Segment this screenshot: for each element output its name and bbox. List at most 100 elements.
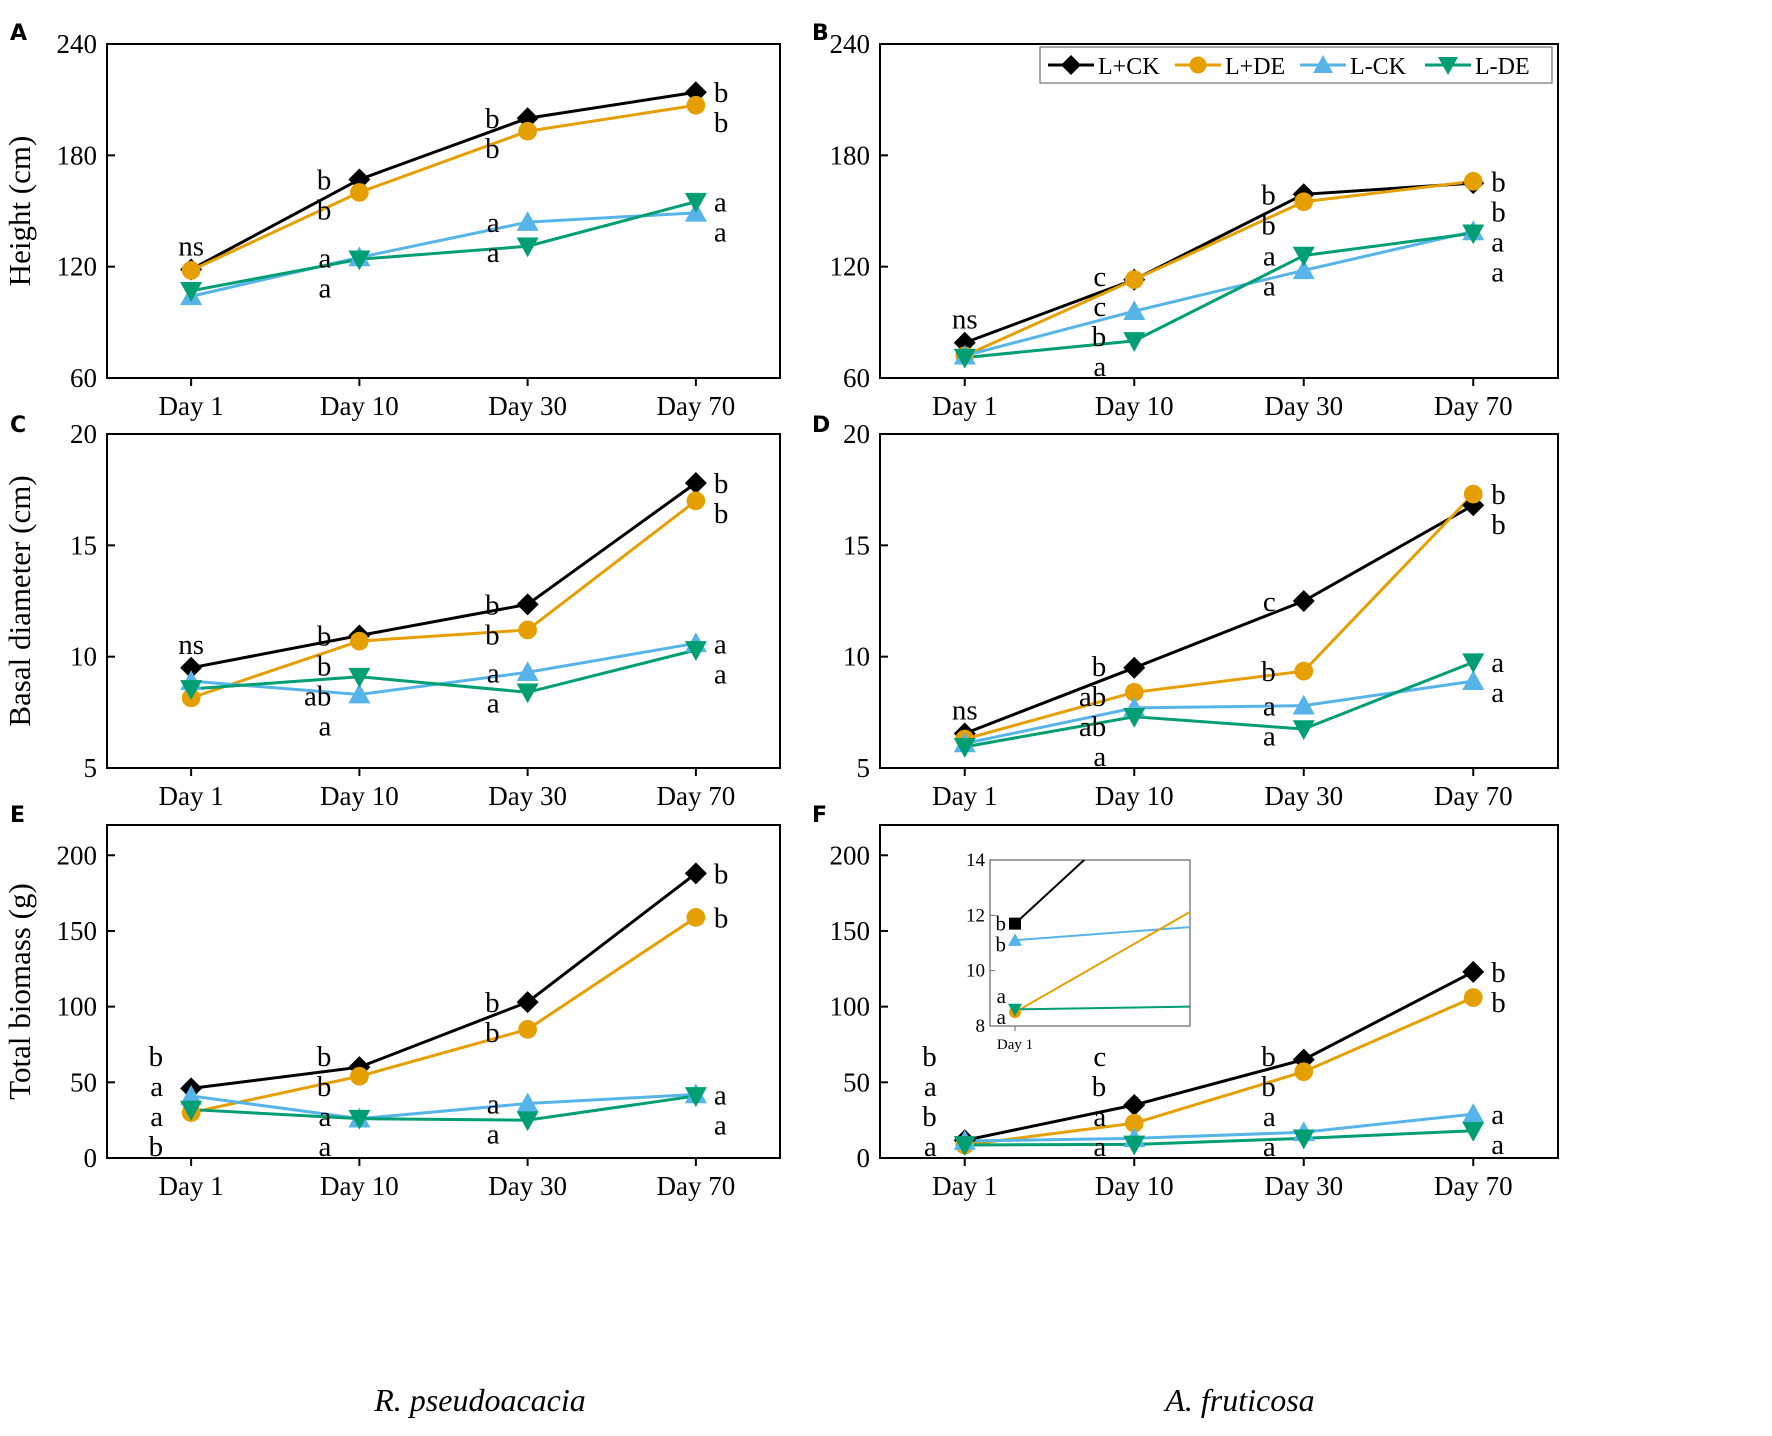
significance-label: ns — [178, 629, 204, 661]
significance-label: ns — [178, 230, 204, 262]
significance-label: b — [922, 1041, 937, 1073]
data-point-L-CK — [348, 683, 371, 704]
significance-label: b — [485, 987, 500, 1019]
significance-label: b — [1491, 987, 1506, 1019]
inset-significance-label: a — [997, 1005, 1007, 1029]
panel-E: E 0 50 100 150 200 Day 1 Day 10 Day 30 Day 70 Tota… — [2, 803, 781, 1201]
plot-frame — [106, 43, 781, 379]
significance-label: b — [714, 902, 729, 934]
significance-label: b — [317, 164, 332, 196]
significance-label: a — [319, 1101, 332, 1133]
x-tick-label: Day 30 — [1264, 1171, 1343, 1201]
significance-label: a — [1263, 721, 1276, 753]
series-line-L-DE — [190, 200, 697, 293]
data-point-L-CK — [1123, 300, 1146, 320]
significance-label: b — [1092, 321, 1107, 353]
data-point-L+DE — [350, 1066, 369, 1086]
significance-label: a — [714, 628, 727, 660]
significance-label: c — [1093, 291, 1106, 323]
x-tick-label: Day 70 — [1434, 781, 1513, 811]
series-line-L-DE — [191, 648, 697, 694]
data-point-L-DE — [1123, 332, 1146, 352]
significance-label: a — [1263, 1101, 1276, 1133]
series-line-L+DE — [964, 996, 1474, 1147]
significance-label: a — [150, 1071, 163, 1103]
data-point-L+DE — [1463, 484, 1483, 504]
significance-label: a — [1263, 271, 1276, 303]
significance-label: a — [714, 658, 727, 690]
significance-label: a — [714, 1109, 727, 1141]
series-line-L+CK — [964, 970, 1474, 1142]
data-point-L-CK — [516, 1092, 539, 1113]
column-label-left: R. pseudoacacia — [374, 1382, 586, 1418]
x-tick-label: Day 10 — [320, 781, 399, 811]
significance-label: a — [1491, 647, 1504, 679]
y-tick-label: 120 — [57, 252, 98, 282]
data-point-L-DE — [348, 250, 371, 271]
y-tick-label: 180 — [57, 140, 98, 170]
data-point-L+DE — [1294, 1062, 1314, 1082]
y-tick-label: 10 — [70, 642, 97, 672]
y-tick-label: 15 — [70, 530, 97, 560]
series-line-L-DE — [964, 231, 1474, 360]
data-point-L-DE — [516, 237, 539, 258]
data-point-L-DE — [1462, 1121, 1485, 1142]
y-tick-label: 15 — [843, 530, 870, 560]
y-tick-label: 5 — [84, 753, 98, 783]
y-tick-label: 240 — [830, 29, 871, 59]
plot-frame — [106, 433, 781, 769]
significance-label: a — [487, 1119, 500, 1151]
legend-label: L+DE — [1225, 54, 1285, 80]
inset-line-L+CK — [1014, 860, 1086, 925]
y-axis-label: Height (cm) — [2, 136, 37, 287]
x-tick-label: Day 70 — [657, 1171, 736, 1201]
significance-label: a — [924, 1071, 937, 1103]
panel-letter: A — [10, 21, 27, 46]
y-tick-label: 150 — [830, 916, 871, 946]
y-tick-label: 100 — [57, 992, 98, 1022]
significance-label: b — [317, 1041, 332, 1073]
significance-label: b — [1261, 209, 1276, 241]
significance-label: b — [485, 1017, 500, 1049]
inset-point-L-DE — [1008, 1003, 1022, 1017]
significance-label: a — [714, 217, 727, 249]
significance-label: a — [1491, 256, 1504, 288]
y-tick-label: 0 — [84, 1143, 98, 1173]
data-point-L+CK — [180, 656, 203, 679]
data-point-L-DE — [1292, 246, 1315, 267]
significance-label: c — [1093, 261, 1106, 293]
significance-label: a — [1263, 1131, 1276, 1163]
data-point-L-DE — [180, 680, 203, 700]
data-point-L-DE — [1292, 720, 1315, 741]
data-point-L-DE — [684, 1087, 707, 1107]
data-point-L+CK — [1123, 656, 1146, 679]
y-axis-label: Basal diameter (cm) — [2, 475, 37, 726]
data-point-L+CK — [516, 991, 539, 1014]
data-point-L-DE — [953, 1136, 976, 1156]
data-point-L+CK — [1123, 1094, 1146, 1117]
significance-label: b — [317, 1071, 332, 1103]
x-tick-label: Day 30 — [1264, 781, 1343, 811]
x-tick-label: Day 10 — [1095, 391, 1174, 421]
plot-frame — [106, 824, 781, 1159]
data-point-L+DE — [1124, 270, 1144, 290]
y-tick-label: 20 — [843, 419, 870, 449]
series-line-L+DE — [964, 179, 1474, 358]
series-line-L+CK — [964, 181, 1474, 345]
significance-label: b — [1261, 179, 1276, 211]
significance-label: a — [1491, 1129, 1504, 1161]
data-point-L-CK — [1292, 694, 1315, 715]
significance-label: ab — [1079, 681, 1106, 713]
data-point-L+DE — [1463, 171, 1483, 191]
data-point-L-DE — [953, 348, 976, 369]
y-tick-label: 5 — [857, 753, 871, 783]
series-line-L-CK — [964, 1112, 1474, 1143]
data-point-L-DE — [180, 281, 203, 302]
series-line-L-CK — [964, 679, 1474, 745]
significance-label: a — [319, 1131, 332, 1163]
x-tick-label: Day 1 — [932, 391, 997, 421]
x-tick-label: Day 1 — [159, 781, 224, 811]
plot-frame — [879, 433, 1559, 769]
data-point-L+DE — [686, 95, 706, 115]
